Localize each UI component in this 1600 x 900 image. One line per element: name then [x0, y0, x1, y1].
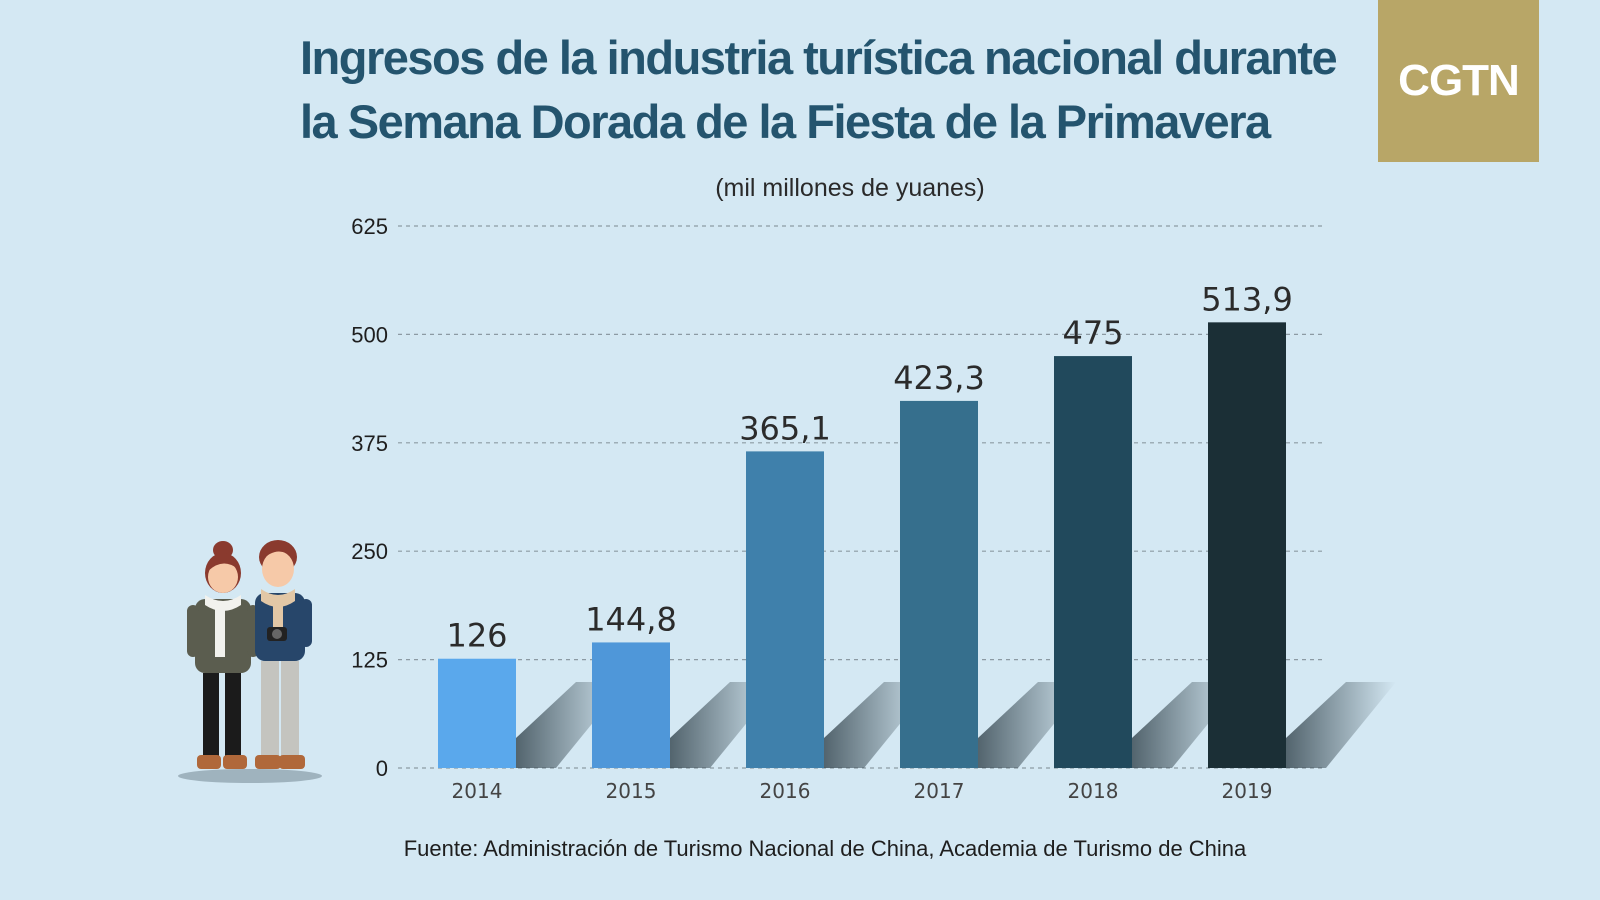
x-tick-label: 2014 [452, 779, 503, 803]
x-tick-label: 2015 [606, 779, 657, 803]
bar-shadow [1286, 682, 1396, 768]
y-tick-label: 0 [376, 756, 388, 781]
chart-title: Ingresos de la industria turística nacio… [300, 31, 1338, 148]
y-tick-label: 625 [351, 214, 388, 239]
bar [746, 451, 824, 768]
y-tick-label: 250 [351, 539, 388, 564]
y-tick-label: 375 [351, 431, 388, 456]
cgtn-logo: CGTN [1378, 0, 1539, 162]
bar-value-label: 126 [446, 617, 507, 655]
y-tick-label: 125 [351, 648, 388, 673]
logo-text: CGTN [1398, 56, 1520, 105]
source-note: Fuente: Administración de Turismo Nacion… [403, 836, 1247, 861]
bar [900, 400, 978, 768]
y-axis-unit-label: (mil millones de yuanes) [715, 174, 985, 202]
bar-value-label: 423,3 [893, 359, 985, 397]
bar [1054, 356, 1132, 768]
bar [1208, 322, 1286, 768]
x-tick-label: 2016 [760, 779, 811, 803]
bar [438, 658, 516, 768]
tourist-couple-illustration [178, 540, 322, 783]
bar [592, 642, 670, 768]
x-tick-label: 2017 [914, 779, 965, 803]
bar-value-label: 513,9 [1201, 280, 1293, 318]
bar-value-label: 365,1 [739, 409, 831, 447]
x-tick-label: 2018 [1068, 779, 1119, 803]
x-tick-label: 2019 [1222, 779, 1273, 803]
bar-value-label: 475 [1062, 314, 1123, 352]
bar-value-label: 144,8 [585, 600, 677, 638]
y-tick-label: 500 [351, 322, 388, 347]
